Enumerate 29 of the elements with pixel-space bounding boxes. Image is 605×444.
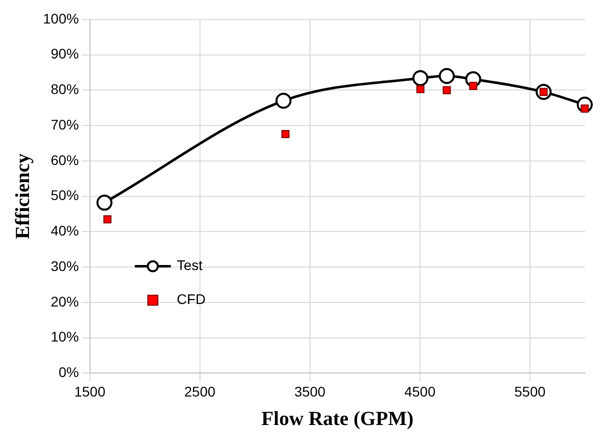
point <box>275 92 292 109</box>
x-tick-label: 4500 <box>404 383 436 400</box>
point <box>412 70 428 86</box>
y-tick-label: 10% <box>50 328 79 345</box>
y-tick-label: 0% <box>58 364 79 380</box>
y-tick-label: 90% <box>50 46 79 62</box>
point <box>416 85 424 94</box>
x-tick-label: 2500 <box>184 383 216 400</box>
y-tick-label: 50% <box>50 187 79 204</box>
x-tick-label: 1500 <box>74 383 106 400</box>
point <box>103 215 112 224</box>
y-tick-label: 70% <box>50 116 79 132</box>
point <box>442 86 451 94</box>
y-tick-label: 40% <box>50 222 79 239</box>
y-axis-title: Efficiency <box>12 154 34 240</box>
point <box>469 82 478 90</box>
legend-label: CFD <box>176 291 206 308</box>
x-axis-title: Flow Rate (GPM) <box>261 408 414 430</box>
y-tick-label: 60% <box>50 152 79 168</box>
y-tick-label: 100% <box>42 10 79 26</box>
x-tick-label: 3500 <box>294 383 326 400</box>
y-tick-label: 30% <box>50 258 79 274</box>
point <box>96 194 112 211</box>
x-tick-label: 5500 <box>514 383 546 400</box>
y-tick-label: 80% <box>50 81 79 98</box>
y-tick-label: 20% <box>50 293 79 310</box>
point <box>281 130 290 138</box>
legend-label: Test <box>176 257 203 274</box>
point <box>438 68 455 84</box>
